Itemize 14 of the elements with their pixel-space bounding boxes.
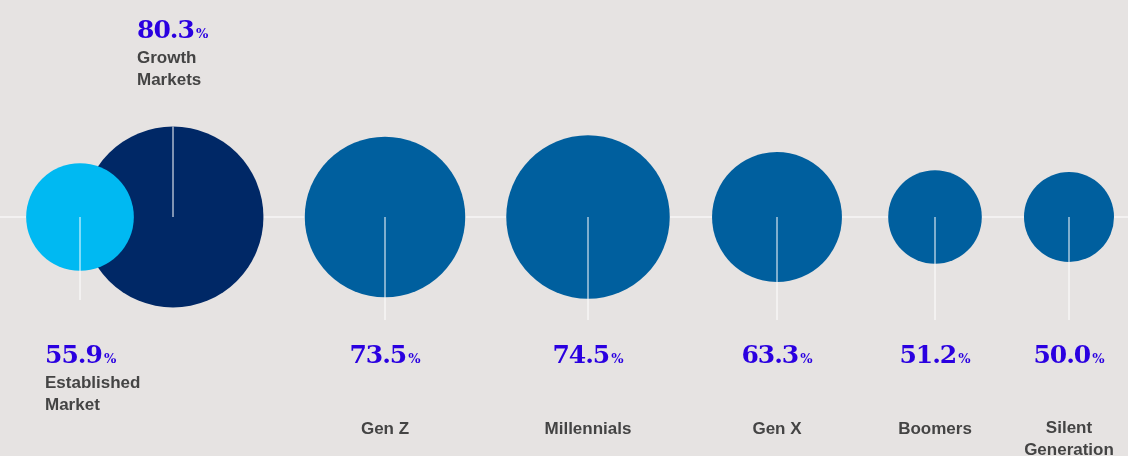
data-label: 51.2% <box>899 340 972 369</box>
category-label: Silent Generation <box>1024 418 1114 456</box>
data-label: 73.5% <box>349 340 422 369</box>
data-label: 50.0% <box>1033 340 1106 369</box>
category-label: Growth Markets <box>137 48 202 89</box>
data-label: 74.5% <box>552 340 625 369</box>
category-label: Gen X <box>752 419 803 438</box>
data-label: 80.3% <box>137 15 209 44</box>
category-label: Boomers <box>898 419 972 438</box>
data-label: 55.9% <box>45 340 117 369</box>
data-label: 63.3% <box>741 340 814 369</box>
category-label: Established Market <box>45 373 141 414</box>
category-label: Gen Z <box>360 419 410 438</box>
category-label: Millennials <box>544 419 632 438</box>
